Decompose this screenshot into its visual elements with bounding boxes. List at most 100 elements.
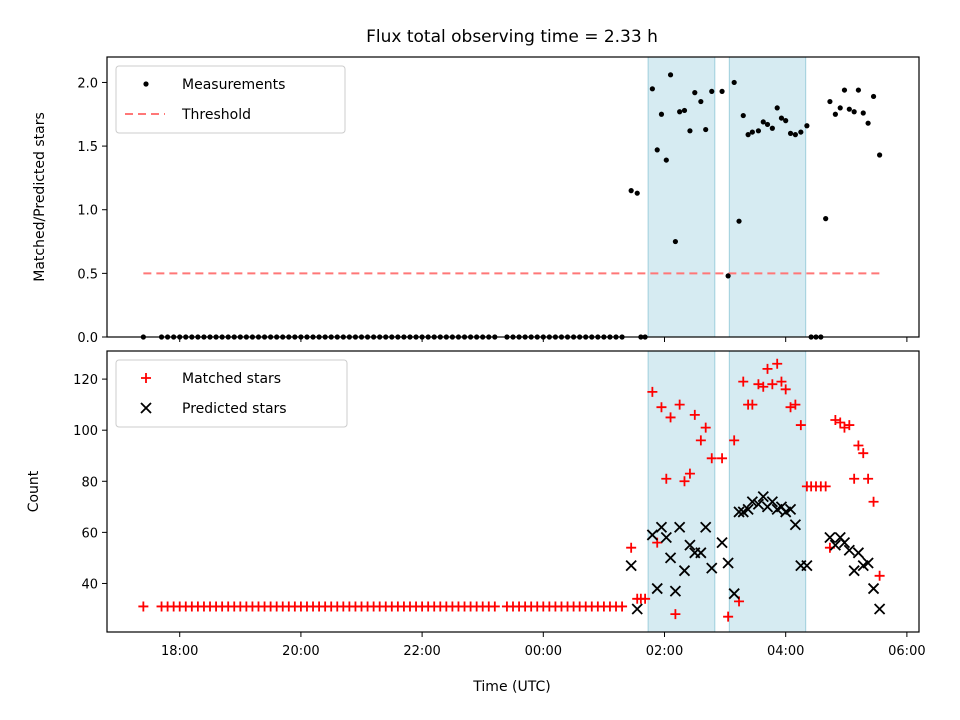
- predicted-stars-point: [757, 490, 769, 503]
- matched-stars-point: [706, 453, 717, 464]
- predicted-stars-point: [631, 603, 643, 615]
- legend-matched-stars-label: Matched stars: [182, 371, 281, 387]
- measurements-point: [698, 98, 704, 105]
- matched-stars-point: [674, 399, 685, 410]
- axes-frame: [106, 350, 920, 633]
- measurements-point: [783, 118, 789, 124]
- legend-box: [115, 65, 346, 134]
- measurements-point: [870, 93, 877, 100]
- predicted-stars-point: [829, 539, 842, 551]
- y-tick-label: 80: [81, 475, 98, 490]
- legend-measurements-label: Measurements: [182, 77, 285, 93]
- measurements-point: [778, 115, 785, 121]
- matched-stars-point: [853, 440, 864, 451]
- y-axis-label: Count: [26, 470, 42, 512]
- measurements-point: [740, 112, 746, 119]
- matched-stars-point: [844, 420, 855, 431]
- matched-stars-point: [758, 381, 769, 392]
- legend-measurements-swatch: [143, 81, 149, 87]
- x-tick-label: 20:00: [282, 644, 319, 659]
- measurements-point: [628, 188, 634, 194]
- y-tick-label: 40: [81, 577, 98, 592]
- matched-stars-point: [684, 468, 695, 479]
- predicted-stars-point: [646, 529, 659, 541]
- predicted-stars-point: [789, 519, 802, 531]
- legend: Matched stars Predicted stars: [115, 359, 348, 428]
- matched-stars-point: [762, 363, 773, 374]
- top-panel: 0.0 0.5 1.0 1.5 2.0 Matched/Predicted stars Me…: [32, 56, 920, 346]
- matched-stars-point: [849, 473, 860, 484]
- measurements-point: [672, 238, 679, 245]
- predicted-stars-point: [852, 547, 865, 559]
- measurements-point: [865, 120, 871, 126]
- observing-interval-band: [647, 56, 716, 338]
- matched-stars-point: [617, 601, 628, 612]
- measurements-point: [798, 129, 804, 135]
- matched-stars-point: [700, 422, 711, 433]
- predicted-stars-point: [716, 536, 728, 549]
- predicted-stars-point: [873, 603, 886, 615]
- matched-stars-point: [767, 379, 778, 390]
- x-tick-label: 06:00: [888, 644, 925, 659]
- matched-stars-point: [776, 376, 787, 387]
- legend-predicted-stars-swatch: [140, 402, 152, 414]
- matched-stars-point: [670, 609, 681, 620]
- matched-stars-point: [874, 570, 885, 581]
- measurements-point: [681, 107, 688, 114]
- y-tick-label: 0.0: [77, 331, 98, 346]
- matched-stars-point: [729, 435, 740, 446]
- matched-stars-point: [830, 414, 841, 425]
- predicted-stars-point: [742, 503, 754, 516]
- predicted-stars-point: [655, 521, 668, 533]
- measurements-point: [764, 121, 771, 128]
- matched-stars-point: [679, 476, 690, 487]
- predicted-stars-point: [746, 496, 758, 508]
- observing-interval-band: [647, 350, 716, 633]
- measurements-point: [749, 129, 755, 135]
- measurements-point: [731, 79, 737, 86]
- measurements-point: [769, 125, 775, 131]
- x-tick-label: 02:00: [646, 644, 683, 659]
- matched-stars-point: [656, 402, 667, 413]
- matched-stars-point: [626, 542, 637, 553]
- predicted-stars-point: [752, 498, 765, 510]
- measurements-point: [725, 273, 731, 279]
- legend: Measurements Threshold: [115, 65, 346, 134]
- predicted-stars-point: [684, 539, 696, 551]
- chart-title: Flux total observing time = 2.33 h: [366, 27, 658, 47]
- predicted-stars-point: [678, 565, 691, 577]
- legend-threshold-label: Threshold: [181, 107, 251, 123]
- matched-stars-point: [661, 473, 672, 484]
- legend-predicted-stars-label: Predicted stars: [182, 401, 287, 417]
- measurements-point: [745, 132, 751, 138]
- predicted-stars-point: [843, 544, 855, 556]
- measurements-point: [774, 105, 780, 111]
- measurements-point: [687, 128, 693, 134]
- measurements-point: [634, 190, 640, 196]
- measurements-point: [663, 157, 669, 163]
- predicted-stars-point: [722, 557, 734, 569]
- legend-matched-stars-swatch: [141, 373, 151, 383]
- matched-stars-point: [647, 386, 658, 397]
- y-tick-label: 1.0: [77, 204, 98, 219]
- measurements-point: [658, 111, 665, 117]
- matched-stars-point: [863, 473, 874, 484]
- measurements-point: [827, 98, 833, 105]
- measurements-point: [823, 216, 829, 222]
- matched-stars-point: [858, 448, 869, 459]
- matched-stars-point: [138, 601, 149, 612]
- x-axis-label: Time (UTC): [472, 679, 550, 695]
- matched-stars-point: [717, 453, 728, 464]
- predicted-stars-point: [733, 506, 745, 518]
- matched-stars-point: [640, 593, 651, 604]
- measurements-point: [755, 128, 762, 134]
- predicted-stars-point: [660, 531, 672, 544]
- observing-interval-band: [728, 56, 807, 338]
- x-tick-label: 00:00: [525, 644, 562, 659]
- x-tick-label: 18:00: [161, 644, 198, 659]
- matched-stars-point: [772, 358, 783, 369]
- predicted-stars-point: [664, 552, 677, 564]
- measurements-point: [692, 90, 698, 96]
- matched-stars-point: [868, 496, 879, 507]
